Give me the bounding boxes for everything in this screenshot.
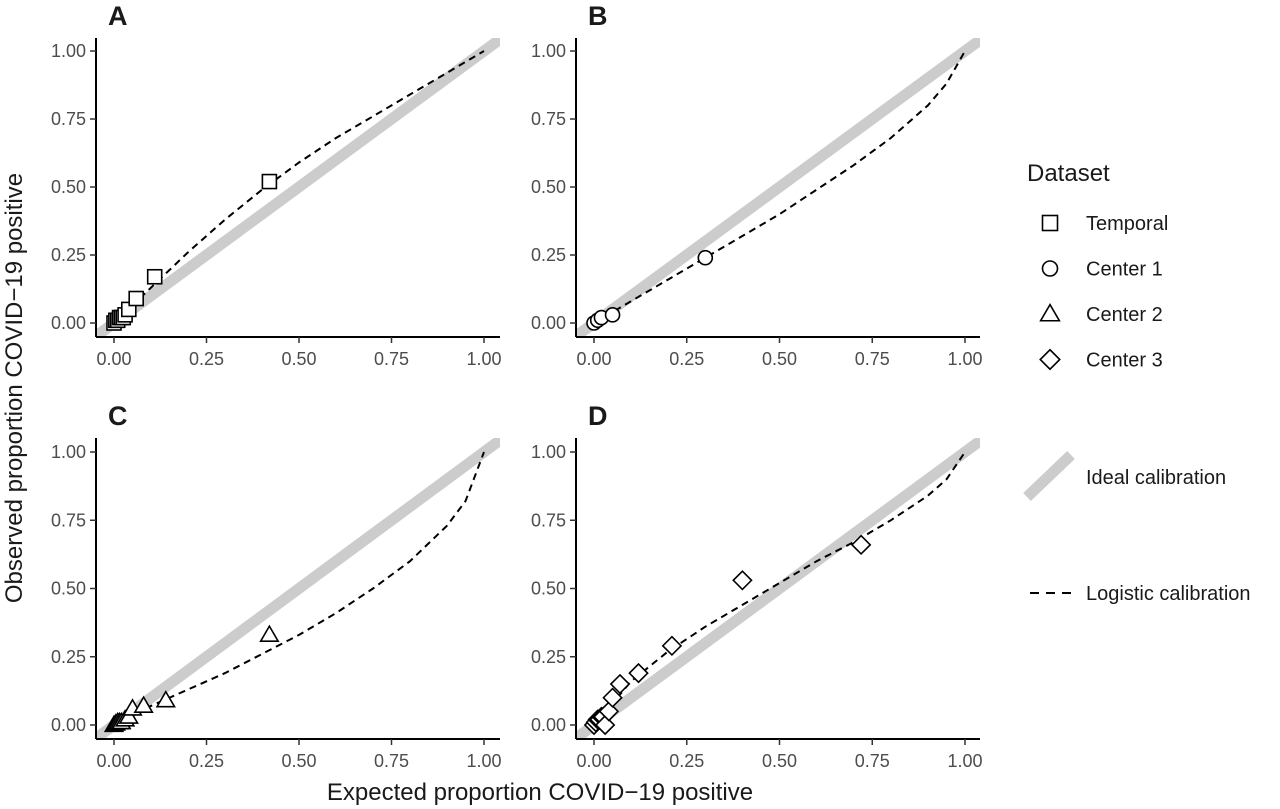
panel-b-x-tick-label: 0.25 — [669, 349, 704, 369]
legend-logistic-label: Logistic calibration — [1086, 583, 1251, 605]
panel-d-letter: D — [588, 401, 608, 431]
y-axis-title: Observed proportion COVID−19 positive — [1, 173, 28, 603]
panel-a-ideal-line — [96, 38, 500, 337]
panel-b-letter: B — [588, 1, 608, 31]
panel-d-y-tick-label: 0.50 — [531, 579, 566, 599]
panel-d-point — [609, 673, 631, 695]
panel-c-y-tick-label: 0.25 — [51, 647, 86, 667]
panel-b-logistic-curve — [593, 50, 966, 324]
panel-c-point — [155, 690, 176, 708]
panel-d-x-tick-label: 1.00 — [947, 751, 982, 771]
panel-a-x-tick-label: 0.50 — [281, 349, 316, 369]
legend-temporal-symbol — [1041, 214, 1059, 232]
panel-b-x-tick-label: 0.75 — [855, 349, 890, 369]
panel-d-x-tick-label: 0.00 — [576, 751, 611, 771]
panel-d-point — [602, 687, 623, 708]
panel-b-x-tick-label: 0.00 — [576, 349, 611, 369]
panel-a-x-tick-label: 0.75 — [374, 349, 409, 369]
panel-a: 0.00 0.25 0.50 0.75 1.00 0.00 0.25 0.50 0.75 1.00… — [51, 1, 502, 369]
panel-c-x-tick-label: 0.00 — [96, 751, 131, 771]
panel-b-point — [697, 249, 714, 266]
legend-center-3-label: Center 3 — [1086, 350, 1163, 372]
panel-a-y-tick-label: 1.00 — [51, 41, 86, 61]
panel-d-point — [628, 662, 649, 684]
panel-c-x-tick-label: 0.25 — [189, 751, 224, 771]
panel-b-y-tick-label: 0.75 — [531, 109, 566, 129]
legend-items: Temporal Center 1 Center 2 Center 3 — [1039, 213, 1168, 372]
panel-b-ideal-line — [576, 38, 980, 337]
panel-d-x-tick-label: 0.25 — [669, 751, 704, 771]
x-axis-title: Expected proportion COVID−19 positive — [327, 779, 753, 806]
panel-b-y-tick-label: 1.00 — [531, 41, 566, 61]
panel-b: 0.00 0.25 0.50 0.75 1.00 0.00 0.25 0.50 0.75 1.00… — [531, 1, 983, 369]
legend-center-3-symbol — [1039, 348, 1061, 371]
legend-temporal-label: Temporal — [1086, 213, 1168, 235]
panel-a-letter: A — [108, 1, 128, 31]
panel-b-y-tick-label: 0.50 — [531, 177, 566, 197]
panel-d-point — [661, 635, 683, 657]
panel-b-y-tick-label: 0.00 — [531, 313, 566, 333]
panel-d: 0.00 0.25 0.50 0.75 1.00 0.00 0.25 0.50 0.75 1.00… — [531, 401, 983, 771]
legend: Dataset Temporal Center 1 Center 2 Center 3… — [1023, 160, 1251, 605]
panel-b-x-tick-label: 1.00 — [947, 349, 982, 369]
panel-a-x-tick-label: 0.25 — [189, 349, 224, 369]
panel-a-y-tick-label: 0.00 — [51, 313, 86, 333]
panel-c-y-tick-label: 0.50 — [51, 579, 86, 599]
panel-a-y-tick-label: 0.25 — [51, 245, 86, 265]
legend-center-1-symbol — [1041, 260, 1059, 277]
panel-a-x-tick-label: 0.00 — [96, 349, 131, 369]
panel-c-point — [133, 695, 154, 713]
panel-a-y-tick-label: 0.75 — [51, 109, 86, 129]
panel-d-point — [850, 534, 872, 556]
panel-d-y-tick-label: 0.75 — [531, 510, 566, 530]
legend-center-2-label: Center 2 — [1086, 304, 1163, 326]
panel-c-x-tick-label: 1.00 — [466, 751, 501, 771]
legend-title: Dataset — [1027, 160, 1110, 187]
legend-center-1-label: Center 1 — [1086, 259, 1163, 281]
panel-b-point — [604, 307, 621, 323]
panel-c-ideal-line — [96, 438, 500, 739]
legend-ideal-label: Ideal calibration — [1086, 467, 1226, 489]
panel-c-y-tick-label: 0.75 — [51, 510, 86, 530]
panel-d-y-tick-label: 1.00 — [531, 442, 566, 462]
panel-c-point — [259, 624, 280, 643]
legend-center-2-symbol — [1039, 303, 1061, 322]
panel-b-x-tick-label: 0.50 — [762, 349, 797, 369]
panel-c-x-tick-label: 0.75 — [374, 751, 409, 771]
panel-d-point — [732, 570, 753, 591]
panel-a-x-tick-label: 1.00 — [466, 349, 501, 369]
panel-c-y-tick-label: 0.00 — [51, 715, 86, 735]
panel-d-y-tick-label: 0.00 — [531, 715, 566, 735]
panel-d-x-tick-label: 0.75 — [855, 751, 890, 771]
panel-a-point — [261, 173, 278, 190]
panel-c-logistic-curve — [113, 451, 485, 726]
panels-layer: 0.00 0.25 0.50 0.75 1.00 0.00 0.25 0.50 0.75 1.00… — [51, 1, 983, 771]
panel-d-y-tick-label: 0.25 — [531, 647, 566, 667]
panel-a-point — [146, 268, 163, 285]
panel-a-y-tick-label: 0.50 — [51, 177, 86, 197]
panel-c: 0.00 0.25 0.50 0.75 1.00 0.00 0.25 0.50 0.75 1.00… — [51, 401, 502, 771]
panel-c-x-tick-label: 0.50 — [281, 751, 316, 771]
panel-a-point — [128, 290, 144, 307]
panel-b-y-tick-label: 0.25 — [531, 245, 566, 265]
panel-d-ideal-line — [576, 438, 980, 739]
panel-c-letter: C — [108, 401, 128, 431]
panel-c-y-tick-label: 1.00 — [51, 442, 86, 462]
panel-d-x-tick-label: 0.50 — [762, 751, 797, 771]
legend-ideal-swatch — [1023, 451, 1075, 501]
